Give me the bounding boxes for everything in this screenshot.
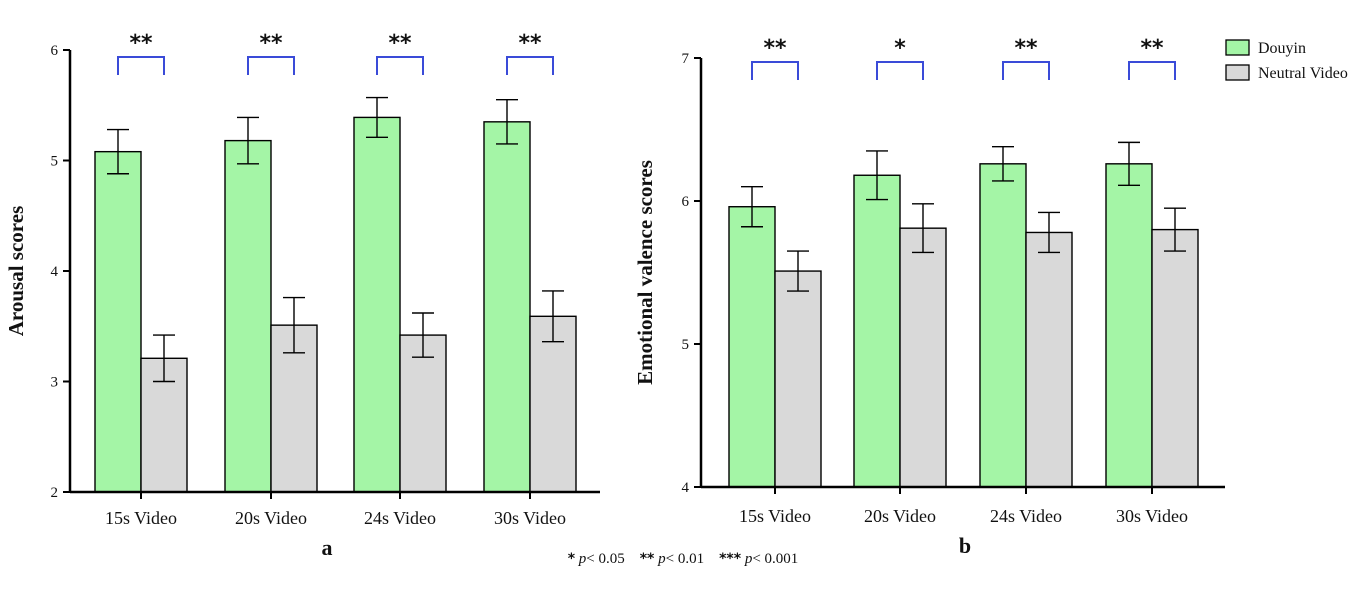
panel-b-chart: ** 15s Video * 20s Video ** 24s Video ** 30s Vi… bbox=[633, 36, 1225, 558]
footnote-item-0: * p< 0.05 bbox=[568, 551, 625, 567]
legend-label-0: Douyin bbox=[1258, 40, 1306, 57]
significance-bracket-1 bbox=[876, 61, 924, 80]
x-tick-label-2: 24s Video bbox=[990, 506, 1062, 526]
footnote-stars: *** bbox=[719, 551, 742, 567]
panel-letter: b bbox=[959, 533, 971, 558]
significance-marker-1: * bbox=[894, 36, 906, 61]
significance-marker-0: ** bbox=[763, 36, 787, 61]
bar-douyin-0 bbox=[728, 206, 776, 488]
legend-label-1: Neutral Video bbox=[1258, 65, 1348, 82]
legend-swatch-1 bbox=[1225, 64, 1250, 81]
bar-douyin-3 bbox=[483, 121, 531, 493]
significance-marker-2: ** bbox=[1014, 36, 1038, 61]
x-tick-label-1: 20s Video bbox=[235, 508, 307, 528]
footnote-threshold: < 0.01 bbox=[665, 551, 705, 567]
significance-marker-3: ** bbox=[518, 31, 542, 56]
y-tick-label-1: 5 bbox=[682, 337, 690, 353]
x-tick-label-1: 20s Video bbox=[864, 506, 936, 526]
y-tick-label-0: 2 bbox=[51, 485, 59, 501]
x-tick-label-3: 30s Video bbox=[494, 508, 566, 528]
significance-bracket-2 bbox=[1002, 61, 1050, 80]
y-tick-label-3: 7 bbox=[682, 51, 690, 67]
y-axis-label: Arousal scores bbox=[4, 206, 28, 336]
bar-douyin-0 bbox=[94, 150, 142, 493]
x-tick-label-3: 30s Video bbox=[1116, 506, 1188, 526]
y-tick-label-2: 6 bbox=[682, 194, 690, 210]
bar-douyin-1 bbox=[224, 139, 272, 493]
footnote-stars: * bbox=[567, 551, 576, 567]
significance-bracket-1 bbox=[247, 56, 295, 75]
significance-bracket-0 bbox=[751, 61, 799, 80]
footnote-p: p bbox=[741, 551, 753, 567]
y-axis-label: Emotional valence scores bbox=[633, 160, 657, 385]
bar-douyin-2 bbox=[353, 116, 401, 493]
significance-bracket-0 bbox=[117, 56, 165, 75]
legend: Douyin Neutral Video bbox=[1225, 39, 1348, 82]
footnote-item-2: *** p< 0.001 bbox=[719, 551, 798, 567]
bar-douyin-3 bbox=[1105, 163, 1153, 488]
footnote-threshold: < 0.001 bbox=[752, 551, 799, 567]
y-tick-label-4: 6 bbox=[51, 43, 59, 59]
significance-marker-2: ** bbox=[388, 31, 412, 56]
y-tick-label-1: 3 bbox=[51, 375, 59, 391]
bar-neutral-2 bbox=[1025, 231, 1073, 488]
footnote-p: p bbox=[654, 551, 666, 567]
footnote-p: p bbox=[575, 551, 587, 567]
bar-douyin-1 bbox=[853, 174, 901, 488]
significance-footnote: * p< 0.05 ** p< 0.01 *** p< 0.001 bbox=[0, 551, 1366, 568]
bar-neutral-0 bbox=[774, 270, 822, 488]
significance-bracket-3 bbox=[506, 56, 554, 75]
panel-letter: a bbox=[322, 535, 333, 560]
footnote-threshold: < 0.05 bbox=[586, 551, 625, 567]
bar-neutral-2 bbox=[399, 334, 447, 493]
x-tick-label-2: 24s Video bbox=[364, 508, 436, 528]
bar-neutral-3 bbox=[1151, 228, 1199, 488]
y-tick-label-2: 4 bbox=[51, 264, 59, 280]
significance-bracket-2 bbox=[376, 56, 424, 75]
footnote-item-1: ** p< 0.01 bbox=[640, 551, 704, 567]
panel-a-chart: ** 15s Video ** 20s Video ** 24s Video ** 30s V… bbox=[4, 31, 600, 560]
bar-neutral-3 bbox=[529, 315, 577, 493]
significance-marker-3: ** bbox=[1140, 36, 1164, 61]
bar-douyin-2 bbox=[979, 163, 1027, 488]
x-tick-label-0: 15s Video bbox=[739, 506, 811, 526]
significance-marker-1: ** bbox=[259, 31, 283, 56]
legend-swatch-0 bbox=[1225, 39, 1250, 56]
bar-neutral-1 bbox=[899, 227, 947, 488]
significance-marker-0: ** bbox=[129, 31, 153, 56]
footnote-stars: ** bbox=[639, 551, 655, 567]
y-tick-label-0: 4 bbox=[682, 480, 690, 496]
y-tick-label-3: 5 bbox=[51, 154, 59, 170]
significance-bracket-3 bbox=[1128, 61, 1176, 80]
x-tick-label-0: 15s Video bbox=[105, 508, 177, 528]
